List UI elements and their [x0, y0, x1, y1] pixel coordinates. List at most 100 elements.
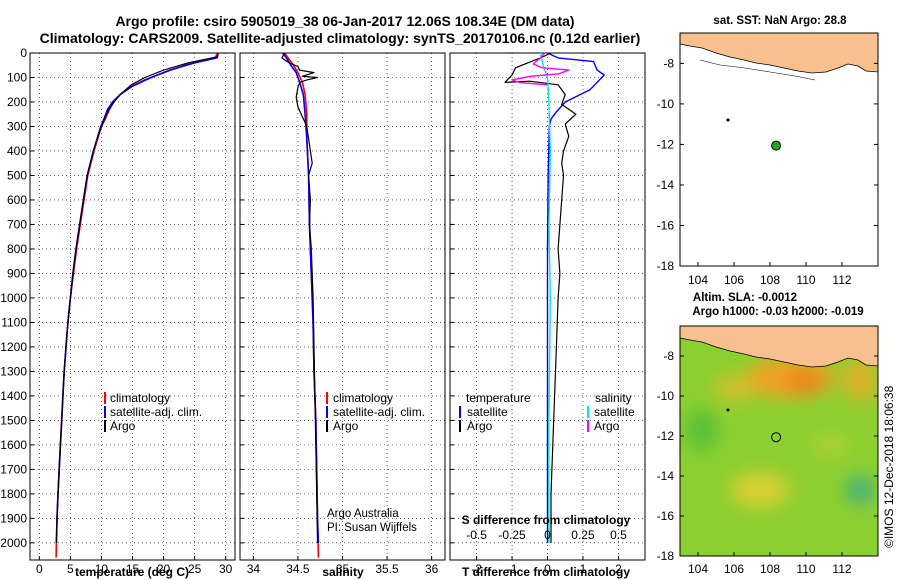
difference-gridlines	[450, 52, 645, 560]
y-tick-label: 800	[7, 242, 27, 256]
argo-float-marker	[771, 432, 782, 443]
lat-tick-label: -12	[657, 137, 675, 151]
legend-label-argo: Argo	[110, 419, 136, 433]
lon-tick-label: 108	[760, 273, 780, 287]
legend-label-t-satellite: satellite	[467, 405, 508, 419]
x-tick-label: -1	[507, 562, 518, 576]
lon-tick-label: 112	[832, 273, 851, 287]
s-diff-tick-label: 0.25	[571, 528, 595, 542]
lat-tick-label: -10	[657, 97, 675, 111]
salinity-panel: 34 34.5 35 35.5 36 salinity climatology sate…	[239, 52, 446, 579]
y-tick-label: 1500	[0, 413, 27, 427]
x-tick-label: 35	[336, 562, 350, 576]
s-diff-tick-label: 0.5	[610, 528, 627, 542]
imos-credit: ©IMOS 12-Dec-2018 18:06:38	[882, 385, 896, 548]
lat-tick-label: -10	[657, 389, 675, 403]
sla-blobs	[686, 358, 876, 508]
y-tick-label: 1300	[0, 364, 27, 378]
x-tick-label: 0	[544, 562, 551, 576]
y-tick-label: 1800	[0, 487, 27, 501]
sla-low-se	[846, 476, 874, 504]
figure-title-line1: Argo profile: csiro 5905019_38 06-Jan-20…	[115, 13, 574, 29]
series-s-satellite	[539, 52, 551, 543]
x-tick-label: 34.5	[286, 562, 310, 576]
y-tick-label: 600	[7, 193, 27, 207]
legend-title-temperature: temperature	[466, 391, 531, 405]
lon-tick-label: 104	[688, 562, 708, 576]
lat-tick-label: -12	[657, 429, 675, 443]
y-tick-label: 0	[20, 46, 27, 60]
sla-peak	[787, 372, 823, 392]
s-diff-tick-label: 0	[544, 528, 551, 542]
sst-map-lat-ticks: -8 -10 -12 -14 -16 -18	[657, 56, 878, 273]
temperature-series	[55, 52, 219, 558]
x-tick-label: 15	[126, 562, 140, 576]
y-tick-label: 1600	[0, 438, 27, 452]
y-tick-label: 2000	[0, 536, 27, 550]
legend-label-s-argo: Argo	[594, 419, 620, 433]
y-tick-label: 400	[7, 144, 27, 158]
lon-tick-label: 112	[832, 562, 851, 576]
s-difference-x-label: S difference from climatology	[462, 513, 631, 527]
lat-tick-label: -14	[657, 178, 675, 192]
legend-label-climatology: climatology	[333, 391, 393, 405]
sla-east	[844, 358, 876, 402]
x-tick-label: -2	[471, 562, 482, 576]
lat-tick-label: -8	[663, 56, 674, 70]
sla-south	[730, 472, 790, 508]
y-tick-label: 100	[7, 70, 27, 84]
x-tick-label: 30	[219, 562, 233, 576]
x-tick-label: 35.5	[375, 562, 399, 576]
coastline-detail	[699, 59, 816, 81]
lon-tick-label: 110	[796, 273, 815, 287]
legend-title-salinity: salinity	[595, 391, 632, 405]
x-tick-label: 5	[67, 562, 74, 576]
land-java	[680, 326, 878, 368]
series-satellite-adj-clim-	[55, 52, 219, 543]
sst-map-title: sat. SST: NaN Argo: 28.8	[713, 15, 847, 27]
series-climatology	[55, 52, 218, 558]
annotation-argo-australia: Argo Australia	[327, 508, 399, 520]
y-tick-label: 500	[7, 168, 27, 182]
depth-tick-labels: 0 100 200 300 400 500 600 700 800 900 1000 1100 1200…	[0, 46, 27, 550]
lat-tick-label: -16	[657, 218, 675, 232]
x-tick-label: 25	[188, 562, 202, 576]
x-tick-label: 1	[580, 562, 587, 576]
lon-tick-label: 104	[688, 273, 708, 287]
lat-tick-label: -8	[663, 349, 674, 363]
difference-series	[504, 52, 605, 543]
salinity-tick-labels: 34 34.5 35 35.5 36	[247, 562, 439, 576]
lat-tick-label: -18	[657, 259, 675, 273]
sla-map-frame	[679, 325, 879, 557]
sla-map-title-line2: Argo h1000: -0.03 h2000: -0.019	[692, 306, 863, 318]
legend-label-t-argo: Argo	[467, 419, 493, 433]
t-difference-x-label: T difference from climatology	[462, 565, 630, 579]
y-tick-label: 300	[7, 119, 27, 133]
s-diff-tick-label: -0.5	[466, 528, 487, 542]
x-tick-label: 0	[36, 562, 43, 576]
lon-tick-label: 110	[796, 562, 815, 576]
salinity-legend: climatology satellite-adj. clim. Argo	[326, 391, 425, 433]
legend-label-argo: Argo	[333, 419, 359, 433]
lon-tick-label: 106	[724, 562, 744, 576]
series-argo	[55, 52, 219, 543]
sla-low-west	[686, 408, 718, 452]
sla-map-panel: Altim. SLA: -0.0012 Argo h1000: -0.03 h2…	[657, 292, 879, 576]
difference-legend: temperature satellite Argo salinity sate…	[459, 391, 635, 433]
y-tick-label: 1700	[0, 462, 27, 476]
s-difference-tick-labels: -0.5 -0.25 0 0.25 0.5	[466, 528, 627, 542]
temperature-legend: climatology satellite-adj. clim. Argo	[104, 391, 202, 433]
salinity-gridlines	[240, 52, 445, 560]
lon-tick-label: 108	[760, 562, 780, 576]
s-diff-tick-label: -0.25	[498, 528, 526, 542]
christmas-island	[726, 118, 730, 122]
x-tick-label: 2	[615, 562, 622, 576]
sla-map-lon-ticks: 104 106 108 110 112	[688, 552, 852, 576]
lat-tick-label: -18	[657, 549, 675, 563]
land-java	[679, 32, 879, 74]
legend-label-climatology: climatology	[110, 391, 170, 405]
y-tick-label: 1900	[0, 511, 27, 525]
temperature-tick-labels: 0 5 10 15 20 25 30	[36, 562, 233, 576]
series-t-satellite	[546, 52, 605, 543]
